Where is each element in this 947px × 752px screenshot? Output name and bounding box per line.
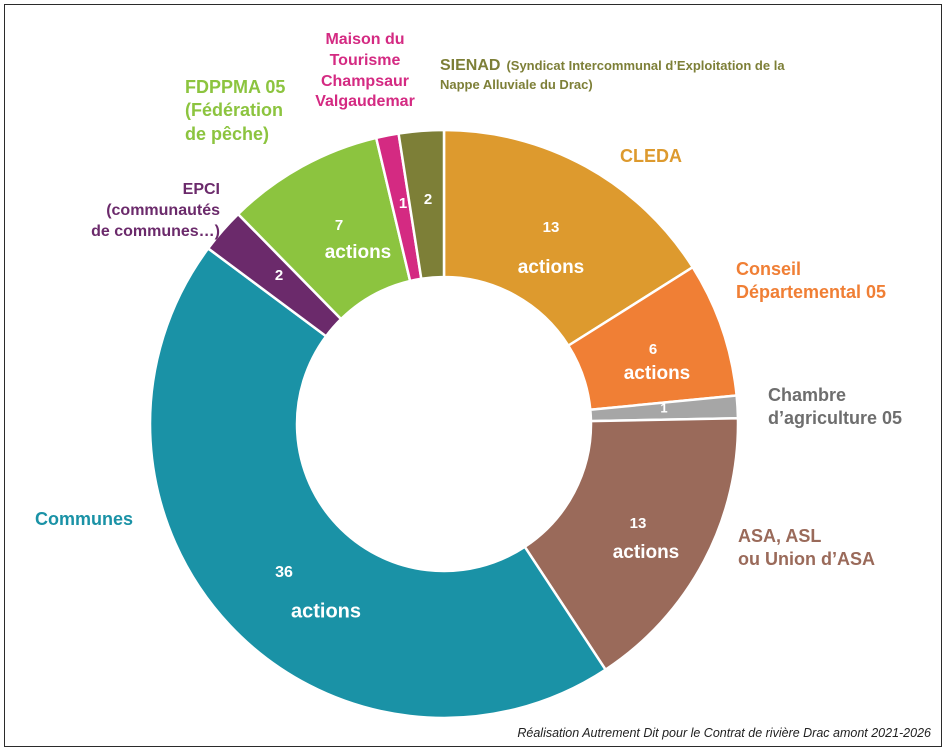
category-label-line: ASA, ASL — [738, 526, 822, 546]
category-label-3: Chambre d’agriculture 05 — [768, 384, 902, 431]
category-label-line: Départemental 05 — [736, 282, 887, 303]
value-label-3: 1 — [660, 400, 667, 415]
category-label-line: d’agriculture 05 — [768, 408, 903, 429]
value-label-1: 13 — [543, 219, 560, 236]
unit-label-2: actions — [624, 363, 691, 384]
category-label-line: (Syndicat Intercommunal d’Exploitation d… — [506, 58, 785, 73]
category-label-5: Communes — [35, 508, 133, 531]
category-label-line: Champsaur — [320, 72, 410, 90]
category-label-1: CLEDA — [620, 145, 682, 168]
value-label-4: 13 — [630, 515, 647, 532]
category-label-line: (communautés — [106, 201, 220, 219]
slice-1 — [442, 128, 695, 348]
category-label-8: Maison du Tourisme Champsaur Valgaudemar — [315, 30, 415, 113]
category-label-line: Conseil — [736, 259, 802, 279]
unit-label-4: actions — [613, 542, 680, 563]
unit-label-1: actions — [518, 257, 585, 278]
category-label-line: Chambre — [768, 385, 847, 405]
category-label-line: ou Union d’ASA — [738, 549, 875, 570]
category-label-line: FDPPMA 05 — [185, 77, 286, 97]
category-label-2: Conseil Départemental 05 — [736, 258, 886, 305]
category-label-4: ASA, ASL ou Union d’ASA — [738, 525, 875, 572]
value-label-7: 7 — [335, 217, 343, 234]
unit-label-7: actions — [325, 242, 392, 263]
category-label-6: EPCI (communautés de communes…) — [91, 180, 220, 242]
category-label-line: de pêche) — [185, 123, 270, 144]
unit-label-5: actions — [291, 600, 361, 622]
category-label-line: de communes…) — [91, 222, 220, 240]
category-label-line: Maison du — [325, 31, 405, 48]
category-label-line: Communes — [35, 509, 134, 529]
category-label-line: EPCI — [182, 181, 220, 198]
category-label-line: Tourisme — [329, 51, 401, 69]
value-label-2: 6 — [649, 341, 657, 358]
category-label-7: FDPPMA 05 (Fédération de pêche) — [185, 76, 285, 146]
chart-frame — [4, 4, 942, 747]
category-label-9: SIENAD (Syndicat Intercommunal d’Exploita… — [440, 56, 785, 94]
value-label-6: 2 — [275, 267, 283, 284]
category-label-line: (Fédération — [185, 100, 284, 121]
category-label-line: Valgaudemar — [315, 93, 415, 111]
category-label-line: CLEDA — [620, 146, 682, 166]
category-label-line: SIENAD — [440, 57, 501, 74]
value-label-8: 1 — [399, 195, 407, 212]
value-label-9: 2 — [424, 191, 432, 208]
credit-note: Réalisation Autrement Dit pour le Contra… — [517, 726, 931, 740]
value-label-5: 36 — [275, 564, 293, 581]
slice-5 — [148, 246, 608, 720]
slice-9 — [397, 128, 446, 281]
slice-4 — [523, 417, 740, 672]
category-label-line: Nappe Alluviale du Drac) — [440, 76, 593, 92]
